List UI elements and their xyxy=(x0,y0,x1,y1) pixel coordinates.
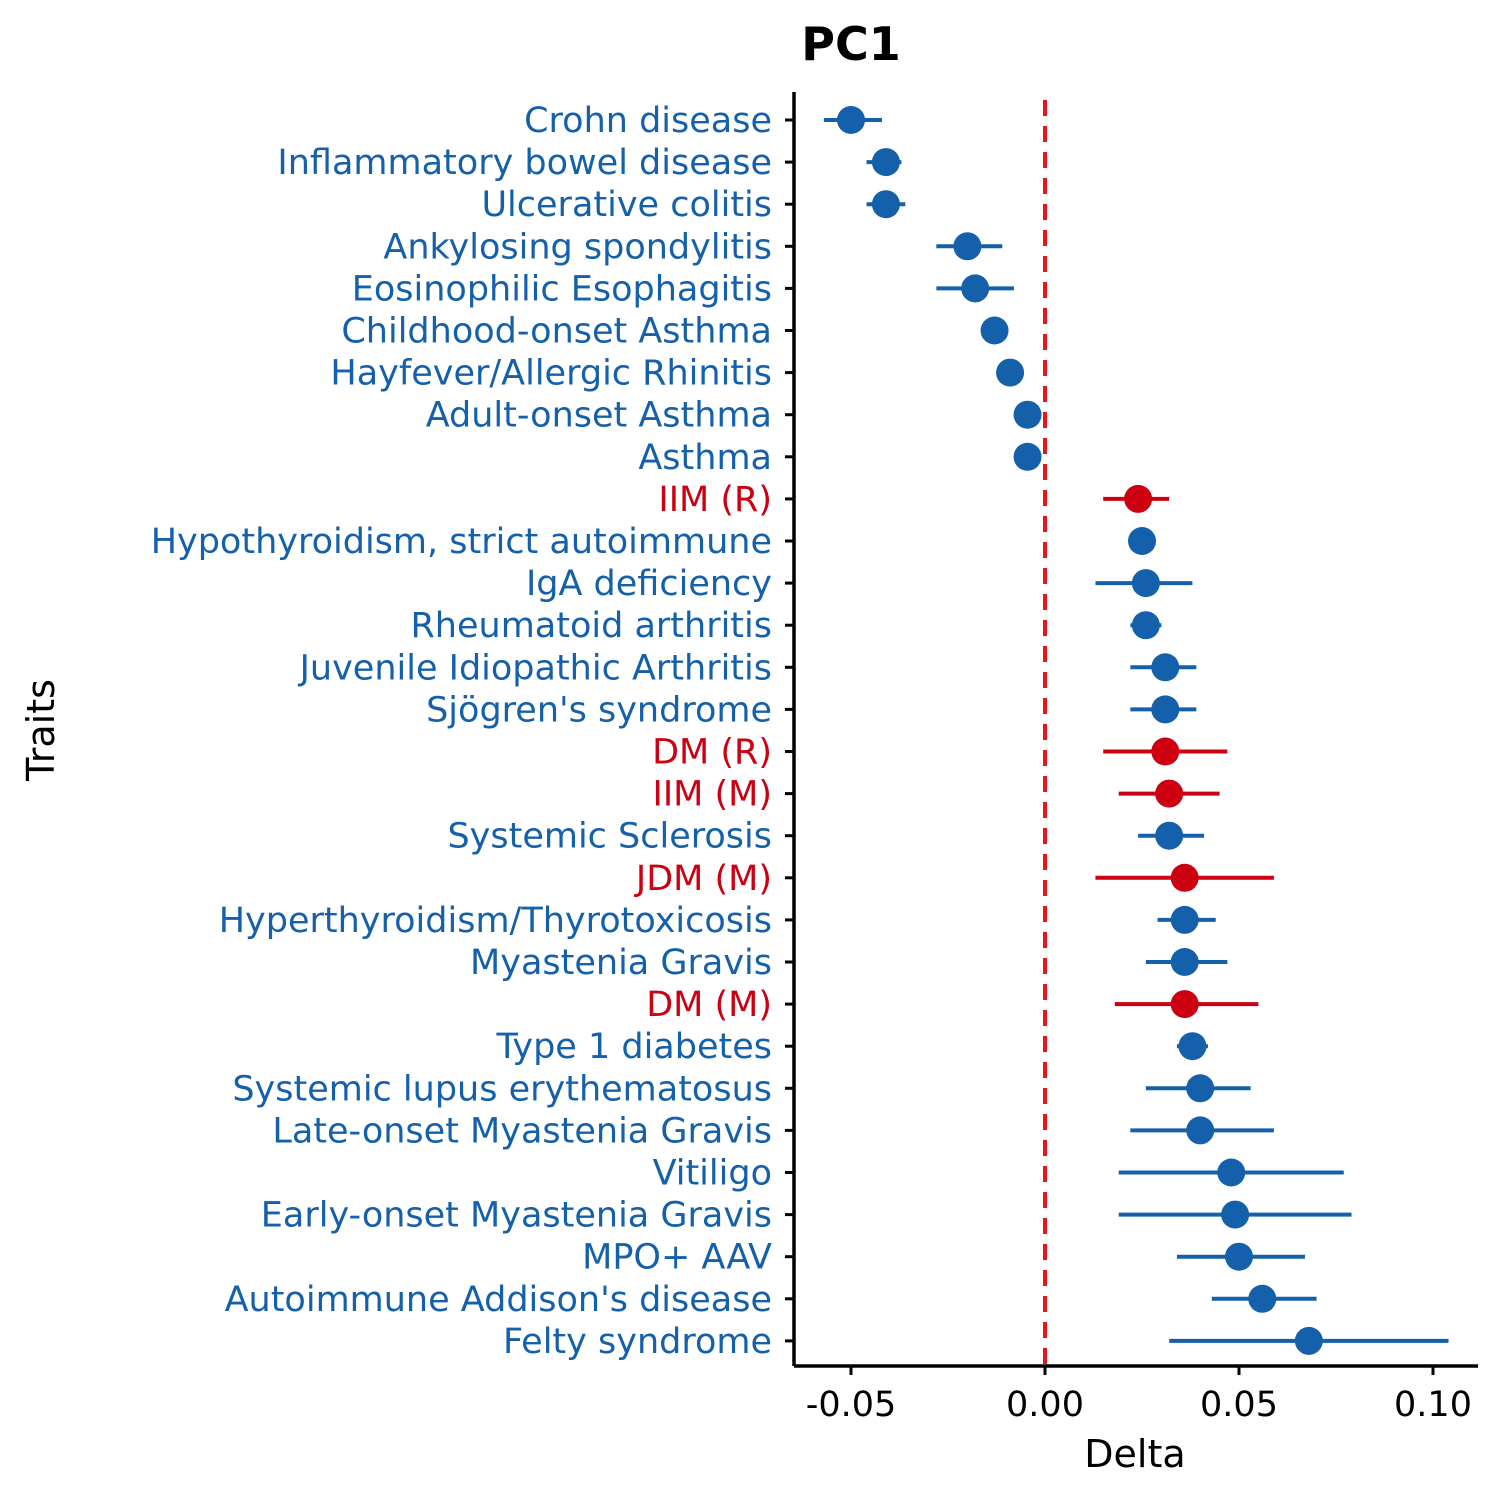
point xyxy=(1170,990,1199,1019)
point xyxy=(1013,400,1042,429)
plot-area xyxy=(823,100,1449,1366)
trait-label: Childhood-onset Asthma xyxy=(341,312,772,352)
y-axis-label: Traits xyxy=(19,679,63,782)
point xyxy=(871,148,900,177)
point xyxy=(1128,527,1156,555)
trait-label: Early-onset Myastenia Gravis xyxy=(261,1196,772,1236)
point xyxy=(1013,442,1042,471)
point xyxy=(1151,737,1180,766)
trait-label: DM (M) xyxy=(646,985,772,1025)
point xyxy=(1178,1032,1207,1061)
trait-label: Hyperthyroidism/Thyrotoxicosis xyxy=(219,901,772,941)
point xyxy=(871,190,900,219)
trait-label: Rheumatoid arthritis xyxy=(410,606,772,646)
point xyxy=(1225,1242,1253,1271)
trait-label: Sjögren's syndrome xyxy=(426,690,772,730)
trait-label: Myastenia Gravis xyxy=(470,943,772,983)
trait-label: Felty syndrome xyxy=(503,1322,772,1362)
trait-label: Hayfever/Allergic Rhinitis xyxy=(330,354,772,394)
trait-label: Adult-onset Asthma xyxy=(426,396,772,436)
trait-label: Crohn disease xyxy=(524,101,772,141)
point xyxy=(953,232,982,261)
point xyxy=(837,106,865,134)
point xyxy=(1151,695,1180,724)
point xyxy=(980,316,1009,345)
trait-label: IgA deficiency xyxy=(526,564,772,604)
point xyxy=(1155,779,1184,808)
point xyxy=(1294,1326,1323,1355)
trait-label: JDM (M) xyxy=(634,859,772,899)
trait-label: MPO+ AAV xyxy=(582,1238,772,1278)
x-axis-label: Delta xyxy=(1084,1432,1185,1476)
point xyxy=(1131,569,1160,598)
point xyxy=(1217,1158,1246,1187)
trait-label: Ankylosing spondylitis xyxy=(383,227,772,267)
point xyxy=(1155,821,1184,850)
trait-label: Autoimmune Addison's disease xyxy=(225,1280,772,1320)
point xyxy=(1151,653,1180,682)
trait-label: Hypothyroidism, strict autoimmune xyxy=(151,522,772,562)
point xyxy=(1186,1116,1215,1145)
point xyxy=(1186,1074,1215,1103)
trait-label: Ulcerative colitis xyxy=(481,185,772,225)
point xyxy=(1221,1200,1250,1229)
trait-label: Type 1 diabetes xyxy=(495,1027,772,1067)
trait-label: Systemic Sclerosis xyxy=(447,817,772,857)
trait-label: Eosinophilic Esophagitis xyxy=(352,269,772,309)
trait-label: Asthma xyxy=(638,438,772,478)
trait-label: Late-onset Myastenia Gravis xyxy=(272,1111,772,1151)
point xyxy=(996,358,1025,387)
point xyxy=(1170,905,1199,934)
x-tick-label: 0.00 xyxy=(1006,1385,1084,1425)
point xyxy=(1124,484,1153,513)
x-tick-label: -0.05 xyxy=(806,1385,897,1425)
trait-label: Juvenile Idiopathic Arthritis xyxy=(298,648,772,688)
point xyxy=(1248,1284,1277,1313)
x-tick-label: 0.05 xyxy=(1200,1385,1278,1425)
x-axis: -0.05 0.00 0.05 0.10 xyxy=(794,1364,1478,1425)
point xyxy=(1170,948,1199,976)
trait-label: Inflammatory bowel disease xyxy=(277,143,772,183)
chart-title: PC1 xyxy=(801,17,900,71)
trait-label: IIM (M) xyxy=(653,775,772,815)
point xyxy=(1170,863,1199,892)
trait-label: DM (R) xyxy=(652,733,772,773)
trait-label: Vitiligo xyxy=(653,1154,772,1194)
point xyxy=(961,274,990,303)
point xyxy=(1131,611,1160,640)
x-tick-label: 0.10 xyxy=(1394,1385,1472,1425)
trait-label: Systemic lupus erythematosus xyxy=(232,1069,772,1109)
trait-label: IIM (R) xyxy=(658,480,772,520)
